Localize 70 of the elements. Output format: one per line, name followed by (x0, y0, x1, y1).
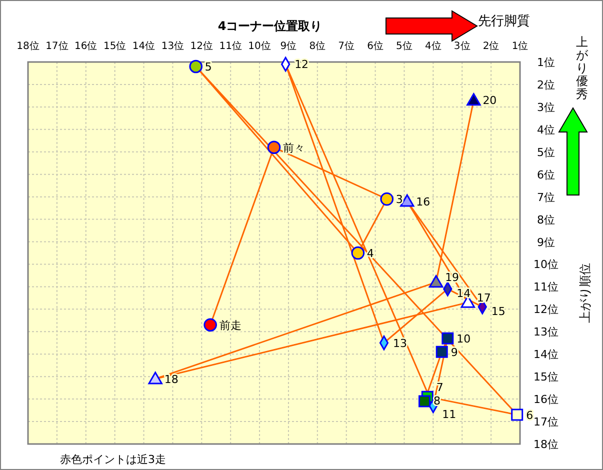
annotation: 3 (396, 193, 403, 206)
point (380, 192, 394, 206)
x-tick-label: 15位 (103, 40, 126, 52)
annotation: 16 (416, 195, 430, 208)
y-tick-label: 11位 (534, 280, 558, 294)
y-tick-label: 13位 (534, 326, 558, 339)
point (418, 395, 430, 408)
annotation: 20 (482, 94, 497, 108)
annotation: 10 (456, 332, 471, 346)
x-tick-label: 18位 (16, 40, 40, 52)
x-tick-label: 10位 (248, 40, 271, 52)
y-tick-label: 10位 (534, 258, 558, 272)
y-tick-label: 8位 (537, 213, 555, 226)
y-tick-label: 14位 (534, 348, 558, 362)
y-tick-label: 3位 (537, 100, 555, 114)
point (267, 140, 281, 154)
x-tick-label: 2位 (482, 40, 500, 52)
text: 上がり優秀 (576, 35, 589, 101)
x-tick-label: 14位 (132, 40, 156, 52)
y-tick-label: 17位 (534, 416, 558, 429)
point (466, 93, 481, 106)
y-axis-title: 上がり順位 (578, 263, 592, 323)
annotation: 11 (442, 408, 456, 421)
x-tick-label: 7位 (338, 40, 355, 52)
x-tick-label: 16位 (74, 40, 98, 52)
x-tick-label: 11位 (219, 40, 242, 52)
x-tick-label: 5位 (396, 40, 412, 52)
x-tick-label: 4位 (424, 40, 442, 52)
y-tick-label: 7位 (537, 190, 555, 204)
y-tick-label: 9位 (537, 236, 555, 249)
y-tick-label: 15位 (534, 370, 558, 384)
point (148, 372, 162, 384)
annotation: 5 (204, 60, 212, 74)
point (351, 246, 365, 260)
x-tick-label: 13位 (161, 40, 184, 52)
annotation: 6 (526, 408, 534, 422)
point (436, 346, 448, 358)
x-tick-label: 17位 (46, 40, 68, 52)
point (428, 275, 444, 288)
x-tick-label: 1位 (512, 40, 528, 52)
x-tick-label: 6位 (367, 40, 384, 52)
text: 先行脚質 (478, 14, 530, 29)
text: 赤色ポイントは近3走 (60, 453, 166, 466)
annotation: 15 (491, 304, 506, 318)
annotation: 17 (476, 291, 491, 304)
x-tick-label: 12位 (190, 40, 214, 52)
y-tick-label: 12位 (534, 303, 558, 316)
y-tick-label: 18位 (534, 438, 558, 451)
y-tick-label: 6位 (537, 168, 555, 182)
point (400, 194, 414, 207)
y-tick-label: 5位 (537, 146, 555, 159)
x-tick-label: 9位 (280, 40, 297, 52)
annotation: 前走 (219, 318, 242, 332)
point (189, 60, 203, 74)
annotation: 9 (450, 346, 458, 359)
x-tick-label: 3位 (454, 40, 470, 52)
annotation: 13 (392, 336, 407, 350)
annotation: 18 (164, 372, 178, 386)
point (511, 408, 524, 421)
y-tick-label: 4位 (537, 123, 555, 136)
point (204, 318, 217, 332)
point (460, 295, 476, 308)
x-axis-title: 4コーナー位置取り (218, 19, 322, 33)
x-tick-label: 8位 (309, 40, 326, 52)
point (442, 332, 454, 344)
y-tick-label: 1位 (537, 56, 555, 69)
annotation: 前々 (283, 141, 305, 154)
y-tick-label: 2位 (537, 78, 555, 92)
y-tick-label: 16位 (534, 393, 558, 406)
annotation: 12 (294, 58, 309, 72)
